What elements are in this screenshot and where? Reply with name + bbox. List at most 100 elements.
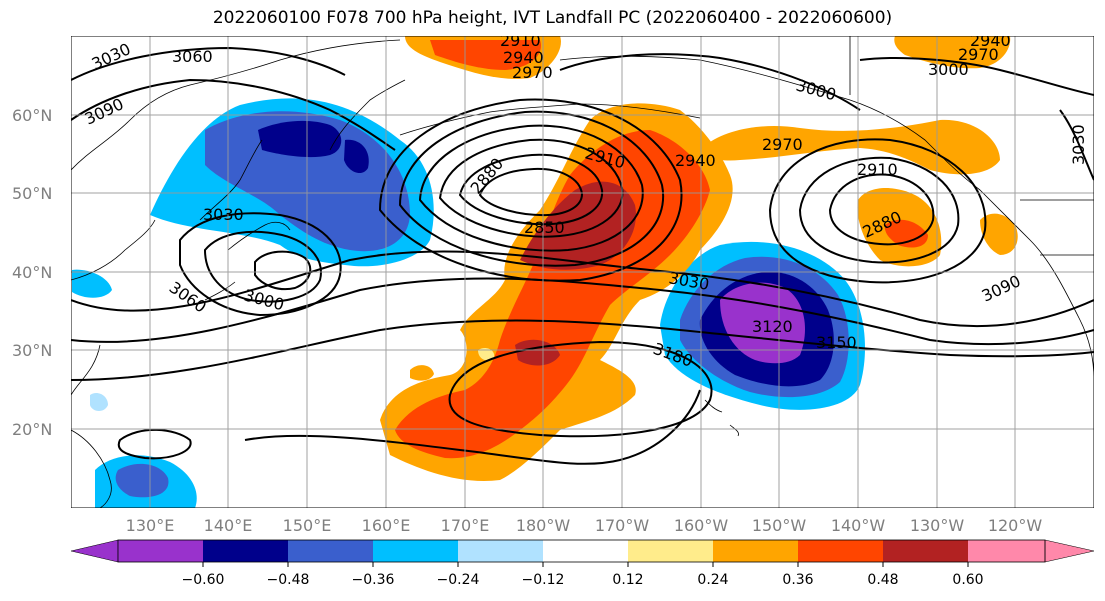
contour-large-low-3 [418,124,644,252]
mid-blue-south-china-sea [115,463,169,498]
colorbar-tick-label: −0.60 [182,572,225,588]
lon-label: 180°W [516,516,571,535]
contour-long-band-3 [71,319,1094,381]
contour-3000-low [203,230,322,303]
contour-3030-low [179,212,342,317]
lon-label: 140°E [204,516,253,535]
contour-large-low-5 [458,153,604,226]
colorbar: −0.60 −0.48 −0.36 −0.24 −0.12 0.12 0.24 … [70,539,1095,588]
contour-large-low-6 [478,167,584,217]
colorbar-tick-label: 0.60 [952,572,983,588]
lat-label: 20°N [12,420,52,439]
colorbar-segment [288,540,373,562]
contour-label: 2940 [675,151,716,170]
purple-central-pacific [720,282,805,364]
contour-large-low-1 [378,98,683,282]
colorbar-segment [543,540,628,562]
colorbar-tick-label: −0.36 [352,572,395,588]
contour-east-low-2 [798,156,960,264]
contour-long-band-2 [71,277,1094,346]
lat-label: 40°N [12,263,52,282]
lon-label: 120°W [988,516,1043,535]
contour-long-band-1 [71,250,1094,328]
colorbar-tick-label: 0.24 [697,572,728,588]
contour-large-low-2 [398,110,665,267]
red-pacific-nw [884,219,928,248]
lon-label: 130°E [126,516,175,535]
colorbar-ticks [202,562,969,567]
contour-label: 3030 [203,205,244,224]
lat-label: 50°N [12,184,52,203]
contour-3060-northwest [71,46,346,81]
contour-north-upper [559,53,861,111]
colorbar-segment [203,540,288,562]
lon-label: 140°W [831,516,886,535]
map-title: 2022060100 F078 700 hPa height, IVT Land… [212,8,893,28]
orange-canada-coast [980,213,1018,255]
colorbar-segment [458,540,543,562]
lon-label: 150°E [283,516,332,535]
colorbar-segment [968,540,1045,562]
lon-label: 160°W [674,516,729,535]
north-america-borders [849,36,1094,256]
contour-label: 3150 [816,333,857,352]
coastlines [71,36,1094,508]
contour-label: 3060 [172,47,213,66]
yellow-small [478,347,495,361]
colorbar-tick-label: 0.12 [612,572,643,588]
contour-label: 2910 [500,31,541,50]
lon-label: 150°W [752,516,807,535]
aleutian-islands [399,103,701,136]
contour-label: 2970 [958,45,999,64]
contour-northeast [859,57,1094,96]
contour-small-south [117,428,192,460]
colorbar-segment [883,540,968,562]
contour-label: 2970 [512,63,553,82]
colorbar-left-extension [70,539,119,563]
colorbar-segment [628,540,713,562]
height-contours [71,46,1094,465]
hawaii-islands [704,399,739,437]
colorbar-tick-label: −0.48 [267,572,310,588]
colorbar-right-extension [1044,539,1095,563]
map-panel: 3030 3060 3090 2910 2940 2970 3000 2970 … [71,31,1094,508]
colorbar-segment [373,540,458,562]
contour-label: 2910 [857,160,898,179]
lat-label: 60°N [12,106,52,125]
navy-region-west-pacific [258,120,342,158]
colorbar-tick-label: −0.12 [522,572,565,588]
contour-outer-south [244,389,701,465]
lightblue-small-1 [90,393,108,412]
orange-small-south [410,365,434,381]
positive-ivt-regions [380,36,1018,481]
colorbar-tick-label: −0.24 [437,572,480,588]
latitude-labels: 60°N 50°N 40°N 30°N 20°N [12,106,52,439]
contour-label: 3030 [1069,124,1088,165]
contour-east-edge [1059,109,1094,181]
colorbar-segment [713,540,798,562]
lon-label: 160°E [362,516,411,535]
colorbar-segment [798,540,883,562]
darkred-region-main [520,181,636,270]
contour-label: 3120 [752,317,793,336]
kamchatka-coastline [329,79,406,151]
contour-label: 2940 [970,31,1011,50]
colorbar-segment [118,540,203,562]
contour-label: 2850 [524,218,565,237]
colorbar-tick-label: 0.36 [782,572,813,588]
colorbar-tick-label: 0.48 [867,572,898,588]
navy-region-west-pacific-2 [344,139,369,174]
alaska-coastline [559,55,1094,381]
contour-label: 2940 [503,48,544,67]
lon-label: 170°W [595,516,650,535]
orange-northeast-corner [894,36,1011,69]
lon-label: 170°E [441,516,490,535]
contour-label: 3000 [928,60,969,79]
orange-gulf-of-alaska [700,119,1000,175]
contour-label: 2970 [762,135,803,154]
lat-label: 30°N [12,341,52,360]
contour-east-low-1 [768,138,987,284]
contour-3090-northwest [71,78,396,151]
asia-coastline [71,39,401,508]
